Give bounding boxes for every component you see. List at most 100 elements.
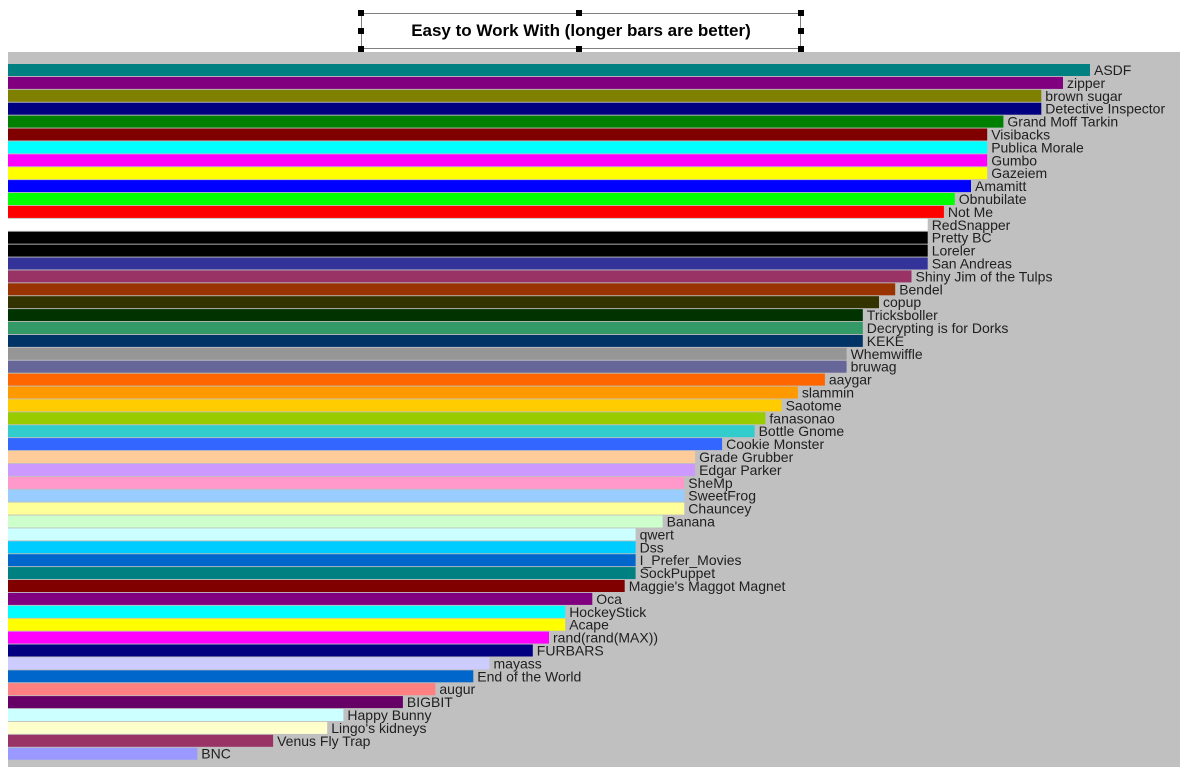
bar-grand-moff-tarkin[interactable] bbox=[8, 115, 1004, 128]
bar-label-shiny-jim-of-the-tulps: Shiny Jim of the Tulps bbox=[916, 268, 1053, 284]
bar-furbars[interactable] bbox=[8, 644, 533, 657]
bar-mayass[interactable] bbox=[8, 657, 490, 670]
bar-label-oca: Oca bbox=[596, 591, 622, 607]
bar-not-me[interactable] bbox=[8, 205, 944, 218]
bar-maggie-s-maggot-magnet[interactable] bbox=[8, 580, 625, 592]
bar-edgar-parker[interactable] bbox=[8, 463, 696, 476]
resize-handle-bottom-right[interactable] bbox=[798, 46, 804, 52]
bar-label-asdf: ASDF bbox=[1094, 62, 1131, 78]
bar-label-end-of-the-world: End of the World bbox=[477, 668, 581, 684]
bar-loreler[interactable] bbox=[8, 244, 928, 257]
bar-label-pretty-bc: Pretty BC bbox=[932, 230, 992, 246]
bar-label-gumbo: Gumbo bbox=[991, 152, 1037, 168]
bar-label-dss: Dss bbox=[640, 539, 664, 555]
bar-label-augur: augur bbox=[439, 681, 475, 697]
resize-handle-top-left[interactable] bbox=[358, 10, 364, 16]
bar-i-prefer-movies[interactable] bbox=[8, 554, 636, 567]
bar-label-hockeystick: HockeyStick bbox=[569, 604, 647, 620]
bar-copup[interactable] bbox=[8, 296, 879, 309]
bar-rand-rand-max[interactable] bbox=[8, 631, 549, 644]
bar-label-amamitt: Amamitt bbox=[975, 178, 1026, 194]
bar-grade-grubber[interactable] bbox=[8, 451, 696, 463]
bar-label-slammin: slammin bbox=[802, 385, 854, 401]
bar-label-obnubilate: Obnubilate bbox=[959, 191, 1027, 207]
bar-qwert[interactable] bbox=[8, 528, 636, 541]
bar-banana[interactable] bbox=[8, 515, 663, 528]
bar-slammin[interactable] bbox=[8, 386, 798, 399]
resize-handle-top-middle[interactable] bbox=[576, 10, 582, 16]
bar-bnc[interactable] bbox=[8, 747, 198, 760]
bar-decrypting-is-for-dorks[interactable] bbox=[8, 322, 863, 334]
bar-sweetfrog[interactable] bbox=[8, 489, 685, 502]
bar-hockeystick[interactable] bbox=[8, 605, 566, 618]
bar-end-of-the-world[interactable] bbox=[8, 670, 474, 683]
bar-label-keke: KEKE bbox=[867, 333, 904, 349]
bar-saotome[interactable] bbox=[8, 399, 782, 412]
bar-label-redsnapper: RedSnapper bbox=[932, 217, 1011, 233]
bar-gazeiem[interactable] bbox=[8, 167, 988, 180]
bar-lingo-s-kidneys[interactable] bbox=[8, 721, 328, 734]
bar-amamitt[interactable] bbox=[8, 180, 971, 193]
bar-label-decrypting-is-for-dorks: Decrypting is for Dorks bbox=[867, 320, 1009, 336]
bar-tricksboller[interactable] bbox=[8, 309, 863, 322]
bar-label-tricksboller: Tricksboller bbox=[867, 307, 938, 323]
bar-san-andreas[interactable] bbox=[8, 257, 928, 270]
bar-whemwiffle[interactable] bbox=[8, 347, 847, 360]
bar-label-loreler: Loreler bbox=[932, 243, 976, 259]
resize-handle-bottom-middle[interactable] bbox=[576, 46, 582, 52]
bar-obnubilate[interactable] bbox=[8, 193, 955, 205]
bar-label-rand-rand-max: rand(rand(MAX)) bbox=[553, 630, 658, 646]
bar-fanasonao[interactable] bbox=[8, 412, 766, 425]
bar-label-lingo-s-kidneys: Lingo's kidneys bbox=[331, 720, 426, 736]
bar-bigbit[interactable] bbox=[8, 696, 403, 709]
bar-label-i-prefer-movies: I_Prefer_Movies bbox=[640, 552, 742, 568]
bar-publica-morale[interactable] bbox=[8, 141, 988, 154]
bar-oca[interactable] bbox=[8, 592, 593, 605]
bar-bruwag[interactable] bbox=[8, 360, 847, 373]
bar-label-mayass: mayass bbox=[494, 655, 542, 671]
bar-label-furbars: FURBARS bbox=[537, 643, 604, 659]
bar-augur[interactable] bbox=[8, 683, 436, 696]
resize-handle-top-right[interactable] bbox=[798, 10, 804, 16]
plot-area[interactable]: ASDF zipper brown sugar Detective Inspector… bbox=[8, 52, 1180, 767]
bar-keke[interactable] bbox=[8, 334, 863, 347]
resize-handle-bottom-left[interactable] bbox=[358, 46, 364, 52]
bar-venus-fly-trap[interactable] bbox=[8, 734, 274, 747]
bar-chauncey[interactable] bbox=[8, 502, 685, 515]
bar-shiny-jim-of-the-tulps[interactable] bbox=[8, 270, 912, 283]
bar-zipper[interactable] bbox=[8, 76, 1063, 89]
bar-label-grand-moff-tarkin: Grand Moff Tarkin bbox=[1007, 114, 1118, 130]
bar-label-bigbit: BIGBIT bbox=[407, 694, 453, 710]
bar-happy-bunny[interactable] bbox=[8, 709, 344, 721]
bar-label-copup: copup bbox=[883, 294, 921, 310]
bar-label-san-andreas: San Andreas bbox=[932, 256, 1012, 272]
bar-visibacks[interactable] bbox=[8, 128, 988, 141]
bar-label-venus-fly-trap: Venus Fly Trap bbox=[277, 733, 371, 749]
bar-bendel[interactable] bbox=[8, 283, 896, 296]
bar-shemp[interactable] bbox=[8, 476, 685, 489]
bar-acape[interactable] bbox=[8, 618, 566, 631]
bar-asdf[interactable] bbox=[8, 64, 1090, 76]
resize-handle-middle-right[interactable] bbox=[798, 28, 804, 34]
bar-label-detective-inspector: Detective Inspector bbox=[1045, 101, 1165, 117]
bar-label-chauncey: Chauncey bbox=[688, 501, 751, 517]
bar-aaygar[interactable] bbox=[8, 373, 825, 386]
bar-label-bruwag: bruwag bbox=[851, 359, 897, 375]
bar-sockpuppet[interactable] bbox=[8, 567, 636, 580]
bar-pretty-bc[interactable] bbox=[8, 231, 928, 244]
bar-bottle-gnome[interactable] bbox=[8, 425, 755, 438]
bar-label-edgar-parker: Edgar Parker bbox=[699, 462, 782, 478]
bar-detective-inspector[interactable] bbox=[8, 102, 1042, 115]
resize-handle-middle-left[interactable] bbox=[358, 28, 364, 34]
bar-brown-sugar[interactable] bbox=[8, 89, 1042, 102]
chart-title-box[interactable]: Easy to Work With (longer bars are bette… bbox=[358, 10, 804, 52]
bar-label-aaygar: aaygar bbox=[829, 372, 872, 388]
bar-cookie-monster[interactable] bbox=[8, 438, 723, 451]
bar-redsnapper[interactable] bbox=[8, 218, 928, 231]
bar-label-sockpuppet: SockPuppet bbox=[640, 565, 716, 581]
bar-label-gazeiem: Gazeiem bbox=[991, 165, 1047, 181]
bar-dss[interactable] bbox=[8, 541, 636, 554]
bar-gumbo[interactable] bbox=[8, 154, 988, 167]
bar-label-whemwiffle: Whemwiffle bbox=[851, 346, 923, 362]
